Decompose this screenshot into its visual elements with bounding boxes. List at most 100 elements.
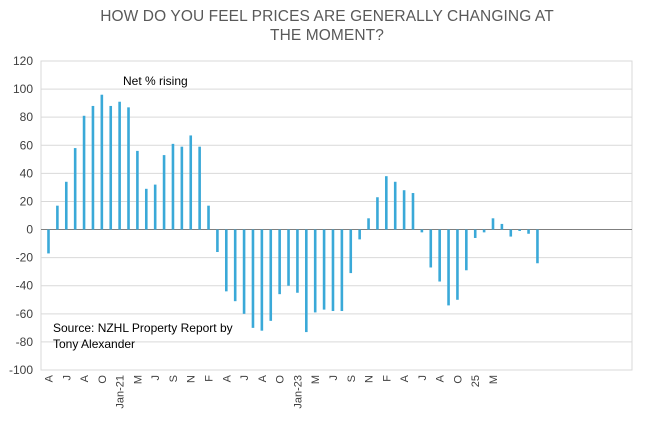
y-tick-label: 120 [13,54,33,68]
bar [171,143,175,230]
annotation-source-line-1: Source: NZHL Property Report by [53,321,233,335]
bar [189,135,193,230]
x-tick-label: N [186,375,198,383]
x-tick-label: A [221,374,233,382]
bar [456,229,459,300]
y-tick-label: 0 [26,223,33,237]
bar [144,188,148,230]
x-tick-label: Jan-21 [115,375,127,409]
bar [251,229,255,328]
annotation-net-rising: Net % rising [123,74,188,88]
bar [313,229,317,313]
bar [491,218,495,230]
bar [527,229,530,234]
bar [518,229,521,231]
bar [358,229,361,240]
bar [233,229,237,302]
annotation-source-line-2: Tony Alexander [53,337,135,351]
x-tick-label: M [310,375,322,384]
bar [207,205,210,230]
x-tick-label: M [488,375,500,384]
y-tick-label: -100 [9,363,33,377]
bar [402,190,406,230]
chart-title-line-1: HOW DO YOU FEEL PRICES ARE GENERALLY CHA… [100,8,554,25]
y-tick-label: 40 [20,166,34,180]
x-tick-label: J [239,375,251,381]
x-tick-label: O [452,375,464,384]
x-tick-label: Jan-23 [292,375,304,409]
bar [465,229,468,271]
bar [73,148,77,230]
bar [216,229,219,253]
bar [482,229,486,233]
y-tick-label: 60 [20,138,34,152]
bar [162,155,166,230]
x-tick-label: A [257,374,269,382]
bar [153,184,157,230]
bar [367,218,370,230]
bar [64,181,68,230]
bar [305,229,308,333]
x-tick-label: A [435,374,447,382]
bar [198,146,201,230]
x-tick-label: 25 [470,375,482,387]
bar [438,229,441,282]
x-tick-label: J [417,375,429,381]
bar [509,229,513,237]
y-tick-label: -40 [16,279,34,293]
bar [349,229,353,274]
bar [225,229,228,292]
bar [296,229,299,293]
bar [322,229,326,310]
x-tick-label: F [381,375,393,382]
gridlines [40,60,633,371]
bar [429,229,433,268]
bar [82,115,86,230]
bar [340,229,344,312]
bar [376,197,379,230]
bar [420,229,424,233]
x-tick-label: J [150,375,162,381]
bar [385,176,388,230]
y-tick-label: -60 [16,307,34,321]
bar [278,229,281,295]
bar [109,105,113,230]
x-tick-label: J [61,375,73,381]
y-tick-label: -80 [16,335,34,349]
bar [100,94,104,230]
bar [500,223,504,230]
chart-title-line-2: THE MOMENT? [270,27,384,44]
bar [473,229,477,238]
bar [331,229,335,312]
x-tick-label: F [204,375,216,382]
bar [287,229,290,286]
y-axis-tick-labels: -100 -80 -60 -40 -20 0 20 40 60 80 100 120 [9,54,33,377]
bar [47,229,50,254]
x-tick-label: O [275,375,287,384]
bar [269,229,273,321]
bar [56,205,59,230]
y-tick-label: 100 [13,82,33,96]
x-tick-label: A [79,374,91,382]
bar [118,101,121,230]
bar [393,181,397,230]
bar [411,193,415,230]
bar [447,229,450,306]
x-tick-label: A [399,374,411,382]
bars [47,94,539,333]
bar [536,229,539,264]
bar [127,107,130,230]
y-tick-label: 20 [20,194,34,208]
x-tick-label: S [346,375,358,382]
plot-area-border [40,60,633,371]
x-axis-tick-labels: A J A O Jan-21 M J S N F A J A O Jan-23 M J S N F A J A O 25 M [44,374,501,408]
bar [260,229,264,331]
x-tick-label: S [168,375,180,382]
bar [136,150,139,230]
x-tick-label: O [97,375,109,384]
bar [180,146,184,230]
chart-title: HOW DO YOU FEEL PRICES ARE GENERALLY CHA… [0,7,654,45]
x-tick-label: N [364,375,376,383]
x-tick-label: A [44,374,56,382]
